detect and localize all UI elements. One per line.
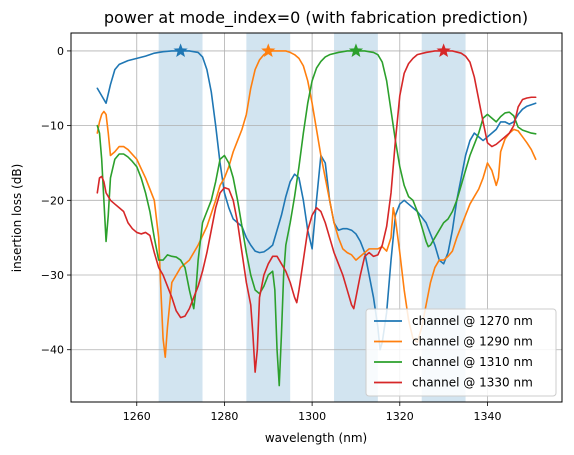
y-tick-label: 0: [57, 45, 64, 58]
peak-star-marker-1: [173, 43, 188, 57]
legend-label-3: channel @ 1310 nm: [412, 355, 533, 369]
series-line-3: [96, 50, 537, 387]
legend-label-1: channel @ 1270 nm: [412, 314, 533, 328]
legend-label-2: channel @ 1290 nm: [412, 335, 533, 349]
y-axis-label: insertion loss (dB): [10, 164, 24, 273]
y-axis-ticks: 0 −10 −20 −30 −40: [41, 45, 71, 357]
x-axis-label: wavelength (nm): [265, 431, 367, 445]
legend: channel @ 1270 nm channel @ 1290 nm channe…: [365, 308, 557, 397]
series-line-2: [96, 50, 537, 358]
peak-star-marker-3: [348, 43, 364, 57]
peak-star-marker-2: [261, 43, 276, 57]
x-tick-label: 1280: [210, 410, 238, 423]
plot-frame: [70, 32, 563, 403]
y-tick-label: −10: [41, 120, 64, 133]
peak-star-marker-4: [436, 43, 451, 57]
x-tick-label: 1260: [123, 410, 151, 423]
x-tick-label: 1300: [298, 410, 326, 423]
peak-markers: [173, 43, 451, 57]
y-tick-label: −40: [41, 344, 64, 357]
x-tick-label: 1320: [386, 410, 414, 423]
x-tick-label: 1340: [473, 410, 501, 423]
x-axis-ticks: 1260 1280 1300 1320 1340: [123, 402, 501, 423]
series-lines: [96, 50, 537, 387]
legend-label-4: channel @ 1330 nm: [412, 376, 533, 390]
series-line-4: [96, 50, 537, 373]
y-tick-label: −20: [41, 194, 64, 207]
legend-box: [365, 308, 557, 397]
y-tick-label: −30: [41, 269, 64, 282]
chart-title: power at mode_index=0 (with fabrication …: [104, 8, 528, 28]
